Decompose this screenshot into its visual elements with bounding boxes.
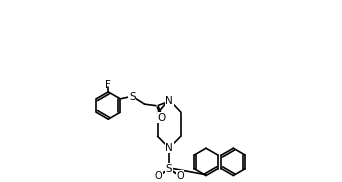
Text: S: S	[166, 164, 172, 174]
Text: N: N	[165, 143, 173, 153]
Text: S: S	[129, 92, 136, 102]
Text: F: F	[105, 80, 111, 90]
Text: O: O	[155, 171, 162, 181]
Text: O: O	[158, 113, 166, 123]
Text: N: N	[165, 96, 173, 106]
Text: O: O	[176, 171, 184, 181]
